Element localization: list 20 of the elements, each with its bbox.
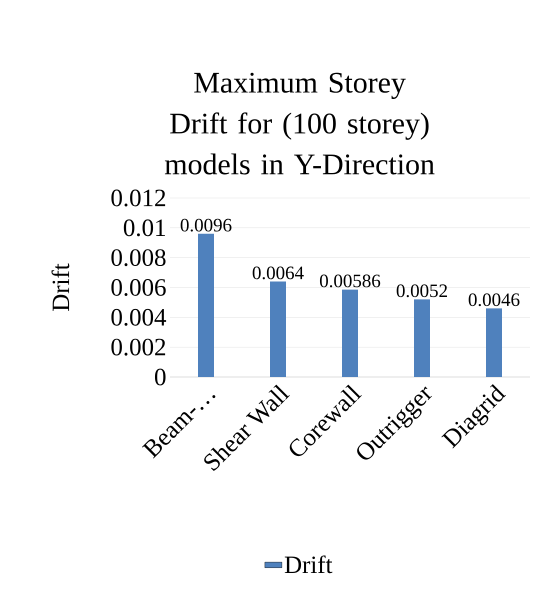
y-tick-label: 0.008 [111, 249, 166, 266]
y-tick-label: 0.012 [111, 190, 166, 206]
y-tick-label: 0 [154, 368, 166, 386]
bar [414, 299, 430, 377]
y-axis-title: Drift [52, 263, 70, 311]
bar [270, 282, 286, 377]
y-tick-label: 0.006 [111, 279, 166, 296]
y-tick-label: 0.002 [111, 338, 166, 356]
bar [198, 234, 214, 377]
chart-title: Maximum Storey Drift for (100 storey) models in Y-Direction [164, 72, 434, 175]
bar [342, 290, 358, 377]
data-label: 0.0064 [252, 266, 304, 280]
data-label: 0.0046 [468, 293, 520, 306]
bar [486, 308, 502, 377]
y-tick-label: 0.01 [124, 219, 165, 236]
data-label: 0.00586 [320, 274, 380, 288]
legend-label: Drift [284, 555, 332, 574]
data-label: 0.0052 [396, 284, 447, 298]
y-tick-label: 0.004 [111, 308, 166, 326]
data-label: 0.0096 [180, 218, 232, 232]
